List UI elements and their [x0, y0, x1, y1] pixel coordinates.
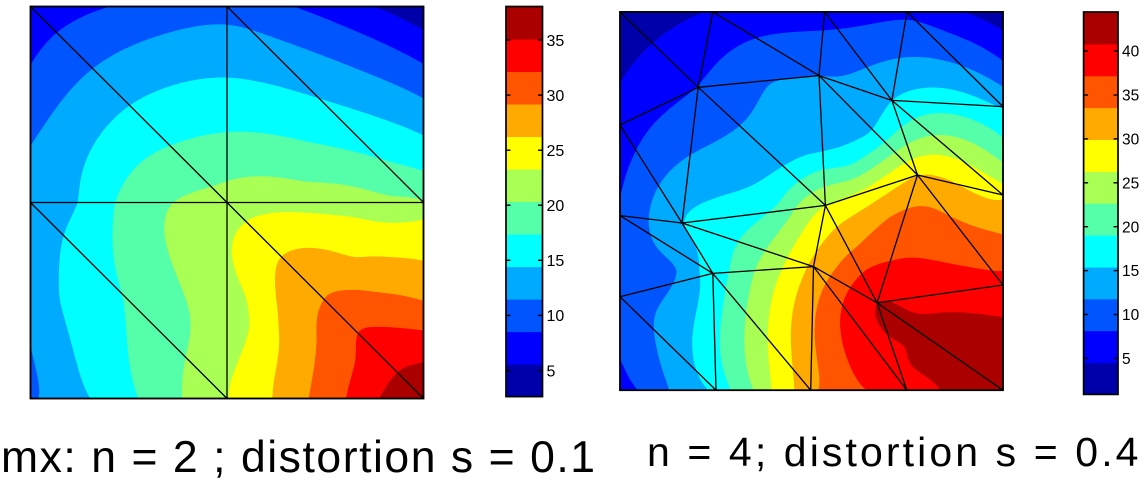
svg-text:25: 25: [1122, 175, 1139, 192]
svg-text:mx: n = 2 ; distortion s = 0.1: mx: n = 2 ; distortion s = 0.1: [1, 433, 597, 482]
svg-text:15: 15: [547, 253, 565, 270]
svg-text:15: 15: [1122, 263, 1139, 280]
svg-text:5: 5: [1122, 351, 1131, 368]
svg-text:35: 35: [1122, 88, 1139, 105]
svg-text:10: 10: [547, 308, 565, 325]
svg-text:25: 25: [547, 143, 565, 160]
svg-text:10: 10: [1122, 307, 1140, 324]
svg-text:30: 30: [547, 88, 565, 105]
svg-text:20: 20: [547, 198, 565, 215]
svg-text:n = 4; distortion s = 0.4: n = 4; distortion s = 0.4: [647, 429, 1142, 475]
svg-text:30: 30: [1122, 132, 1140, 149]
svg-text:20: 20: [1122, 219, 1140, 236]
svg-text:5: 5: [547, 363, 556, 380]
svg-text:35: 35: [547, 33, 565, 50]
svg-text:40: 40: [1122, 44, 1140, 61]
